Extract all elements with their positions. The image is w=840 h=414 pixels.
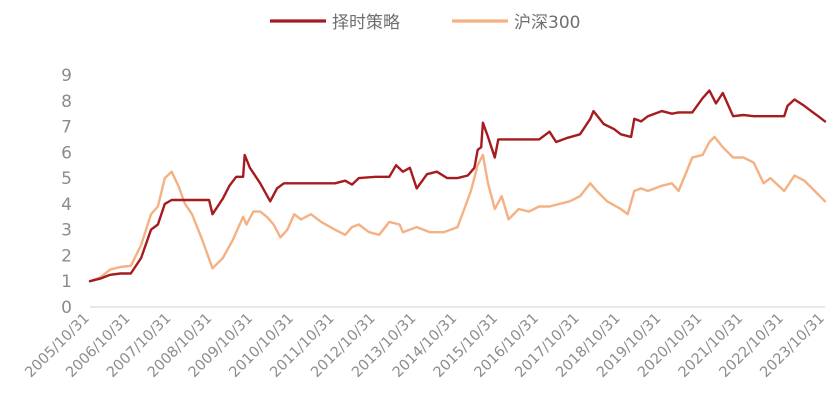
y-tick-label: 1: [61, 272, 72, 292]
series-lines: [88, 89, 827, 283]
y-tick-label: 4: [61, 195, 72, 215]
legend-label-0: 择时策略: [332, 13, 400, 33]
y-tick-label: 2: [61, 246, 72, 266]
chart-legend: 择时策略 沪深300: [270, 13, 580, 33]
y-tick-label: 9: [61, 66, 72, 86]
y-tick-label: 5: [61, 169, 72, 189]
series-line-0: [88, 89, 827, 283]
y-tick-label: 0: [61, 298, 72, 318]
y-tick-label: 8: [61, 92, 72, 112]
y-tick-label: 3: [61, 221, 72, 241]
y-axis: 0 1 2 3 4 5 6 7 8 9: [61, 66, 72, 318]
y-tick-label: 7: [61, 118, 72, 138]
x-axis: 2005/10/312006/10/312007/10/312008/10/31…: [22, 306, 828, 381]
legend-label-1: 沪深300: [514, 13, 580, 33]
y-tick-label: 6: [61, 143, 72, 163]
series-line-1: [88, 135, 827, 283]
